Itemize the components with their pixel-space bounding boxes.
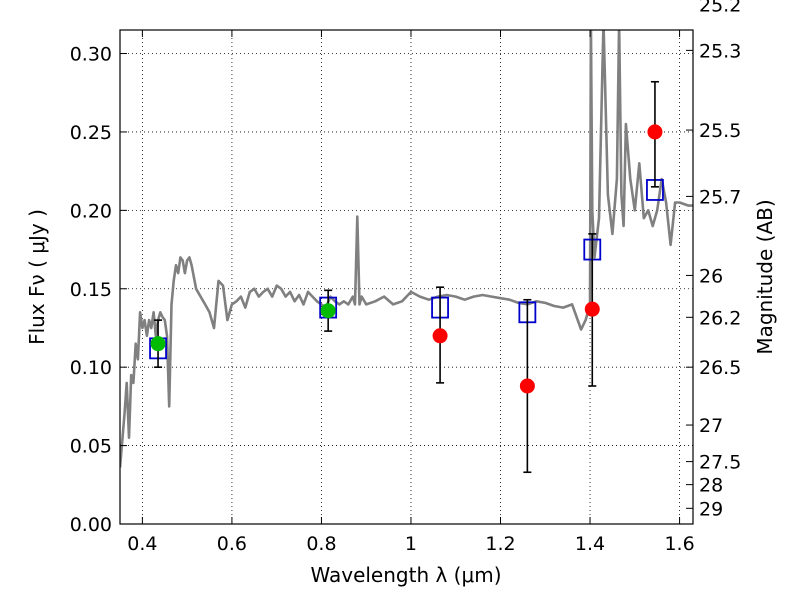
y-tick-label: 0.10 [70, 357, 112, 379]
magnitude-tick-label: 26 [699, 265, 723, 287]
magnitude-tick-label: 25.5 [699, 120, 741, 142]
magnitude-tick-label: 25.7 [699, 186, 741, 208]
y-axis-label: Flux Fν ( μJy ) [25, 209, 49, 345]
x-tick-label: 0.4 [127, 533, 157, 555]
magnitude-tick-label: 26.5 [699, 357, 741, 379]
x-tick-label: 1.4 [575, 533, 605, 555]
x-tick-label: 1.6 [664, 533, 694, 555]
series-layer [120, 30, 693, 474]
plot-area [120, 30, 693, 524]
magnitude-tick-label: 25.3 [699, 40, 741, 62]
magnitude-axis-label: Magnitude (AB) [753, 199, 777, 354]
plot-frame [119, 29, 694, 525]
magnitude-tick-label: 27 [699, 415, 723, 437]
x-tick-label: 0.6 [217, 533, 247, 555]
magnitude-tick-label: 29 [699, 498, 723, 520]
y-tick-label: 0.15 [70, 279, 112, 301]
y-tick-label: 0.20 [70, 200, 112, 222]
x-tick-label: 1 [405, 533, 417, 555]
observed-point [584, 301, 600, 317]
y-tick-label: 0.00 [70, 514, 112, 536]
y-tick-label: 0.05 [70, 436, 112, 458]
magnitude-tick-label: 25.2 [699, 0, 741, 16]
magnitude-tick-label: 28 [699, 475, 723, 497]
x-axis-label: Wavelength λ (μm) [310, 563, 501, 587]
y-tick-label: 0.30 [70, 44, 112, 66]
observed-point [150, 336, 166, 352]
magnitude-tick-label: 27.5 [699, 452, 741, 474]
x-tick-label: 0.8 [306, 533, 336, 555]
y-axis: 0.00 0.05 0.10 0.15 0.20 0.25 0.30 [70, 44, 127, 536]
magnitude-tick-label: 26.2 [699, 307, 741, 329]
observed-point [519, 378, 535, 394]
observed-point [647, 124, 663, 140]
x-tick-label: 1.2 [485, 533, 515, 555]
y-tick-label: 0.25 [70, 122, 112, 144]
observed-point [320, 303, 336, 319]
x-axis: 0.4 0.6 0.8 1 1.2 1.4 1.6 [127, 30, 695, 555]
observed-point [432, 328, 448, 344]
spectrum-line [120, 30, 693, 468]
